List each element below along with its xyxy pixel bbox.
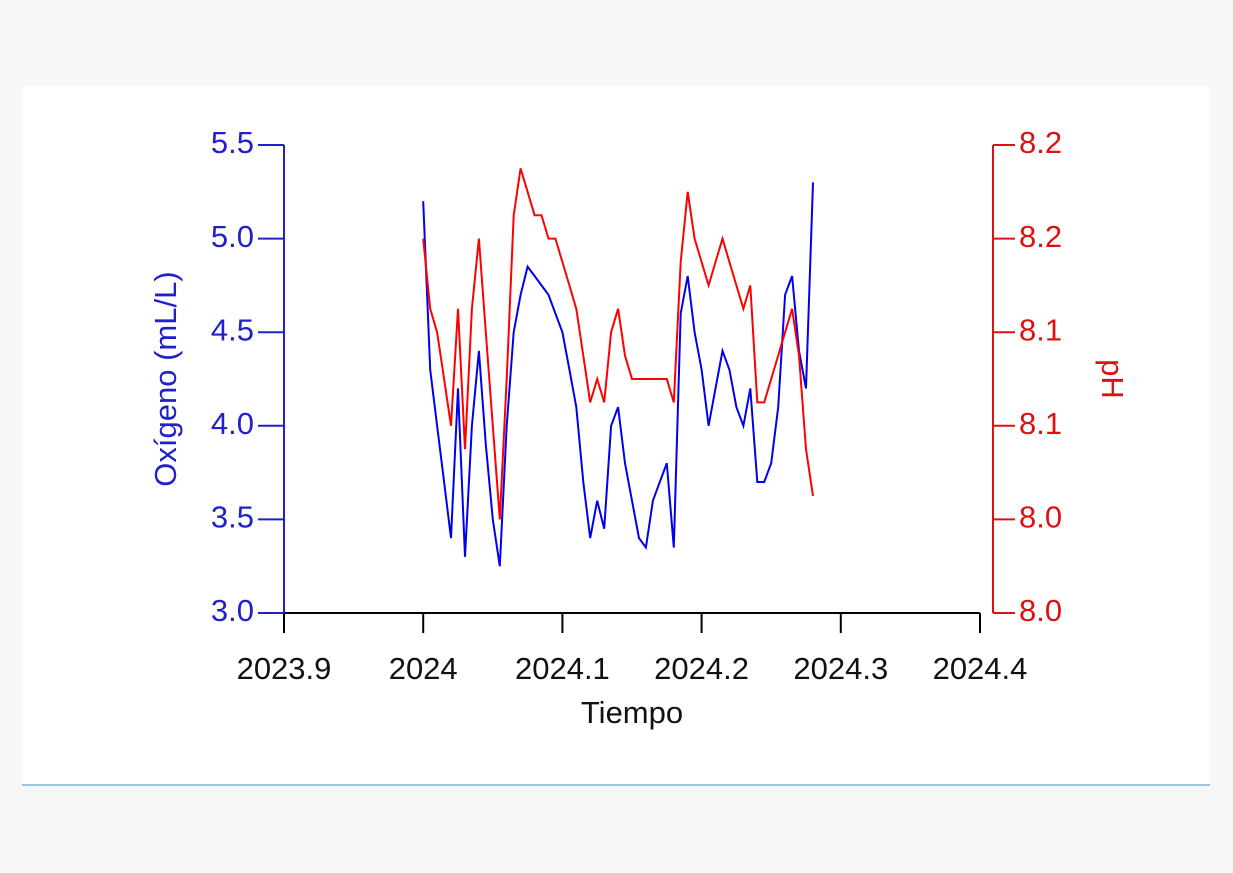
y2-tick-label: 8.2	[1019, 125, 1062, 160]
y2-tick-label: 8.0	[1019, 593, 1062, 628]
y2-axis-label: pH	[1095, 359, 1130, 399]
y-tick-label: 5.0	[211, 219, 254, 254]
x-tick-label: 2023.9	[237, 651, 332, 686]
x-tick-label: 2024	[389, 651, 458, 686]
y2-tick-label: 8.1	[1019, 312, 1062, 347]
y-tick-label: 4.5	[211, 312, 254, 347]
y-tick-label: 5.5	[211, 125, 254, 160]
x-tick-label: 2024.4	[933, 651, 1028, 686]
y2-tick-label: 8.1	[1019, 406, 1062, 441]
y2-tick-label: 8.2	[1019, 219, 1062, 254]
x-tick-label: 2024.3	[793, 651, 888, 686]
x-tick-label: 2024.1	[515, 651, 610, 686]
y-tick-label: 4.0	[211, 406, 254, 441]
y2-tick-label: 8.0	[1019, 500, 1062, 535]
y-axis-label: Oxígeno (mL/L)	[148, 271, 183, 486]
series-line	[422, 182, 814, 567]
panel	[22, 86, 1210, 785]
x-axis-label: Tiempo	[581, 695, 683, 730]
series-line	[422, 168, 814, 520]
x-tick-label: 2024.2	[654, 651, 749, 686]
y-tick-label: 3.0	[211, 593, 254, 628]
y-tick-label: 3.5	[211, 500, 254, 535]
